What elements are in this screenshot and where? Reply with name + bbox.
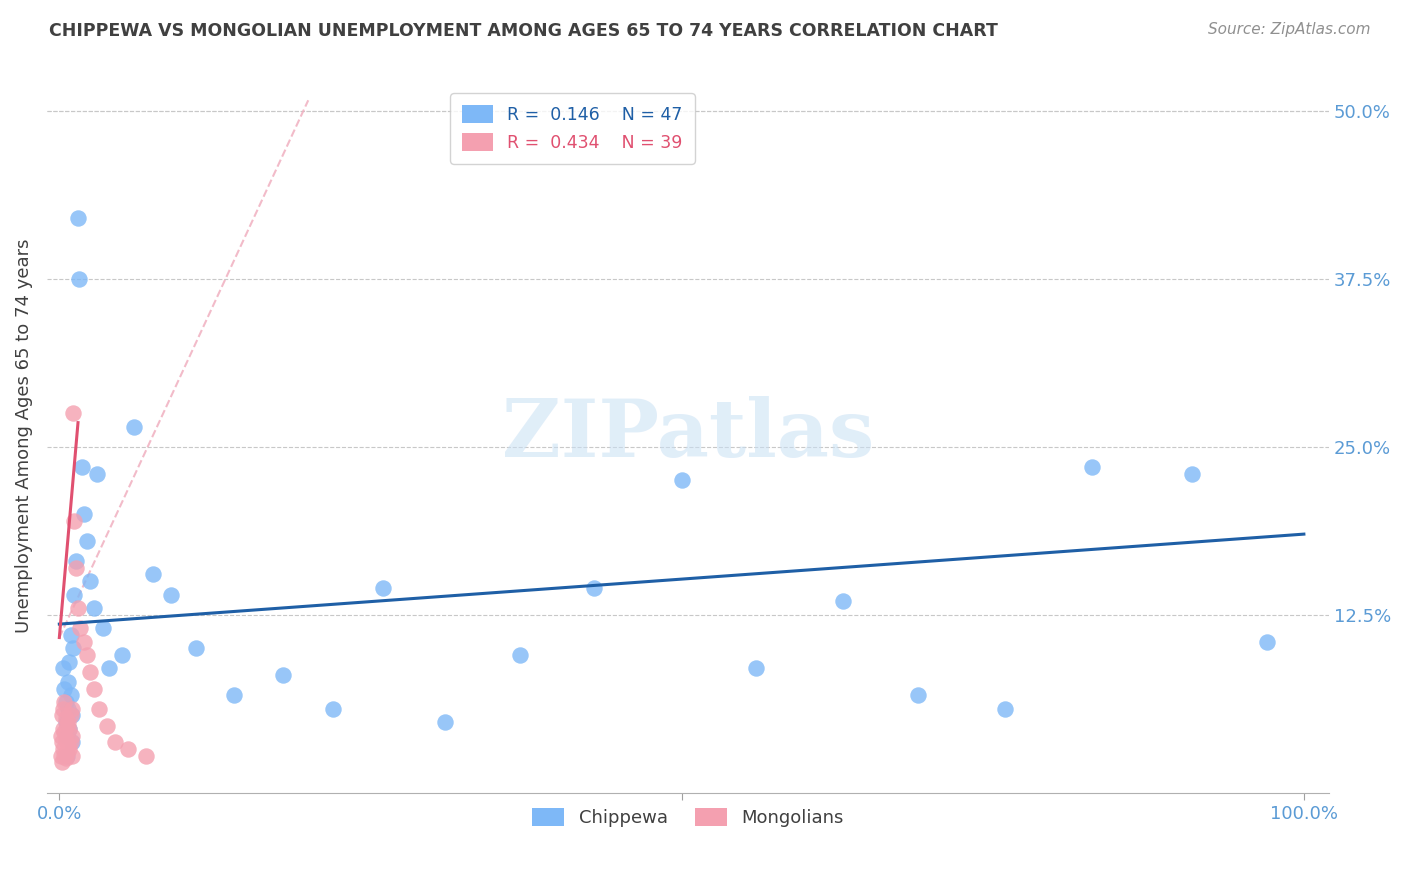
Point — [104, 735, 127, 749]
Point — [65, 560, 87, 574]
Point — [434, 715, 457, 730]
Point — [55, 715, 77, 730]
Point — [52, 661, 75, 675]
Point — [160, 588, 183, 602]
Point — [832, 594, 855, 608]
Point — [55, 695, 77, 709]
Point — [49, 748, 72, 763]
Point — [66, 211, 89, 226]
Point — [79, 574, 101, 588]
Point — [142, 567, 165, 582]
Text: Source: ZipAtlas.com: Source: ZipAtlas.com — [1208, 22, 1371, 37]
Point — [1081, 459, 1104, 474]
Point — [122, 419, 145, 434]
Point — [49, 729, 72, 743]
Point — [76, 533, 98, 548]
Point — [91, 621, 114, 635]
Point — [66, 601, 89, 615]
Point — [583, 581, 606, 595]
Point — [83, 681, 105, 696]
Point — [55, 751, 77, 765]
Point — [994, 702, 1017, 716]
Point — [52, 742, 75, 756]
Point — [59, 708, 82, 723]
Point — [745, 661, 768, 675]
Point — [56, 748, 79, 763]
Point — [58, 722, 80, 736]
Point — [52, 722, 75, 736]
Point — [62, 406, 84, 420]
Point — [53, 724, 76, 739]
Point — [59, 735, 82, 749]
Point — [69, 621, 91, 635]
Point — [186, 641, 208, 656]
Point — [59, 628, 82, 642]
Point — [56, 674, 79, 689]
Point — [51, 708, 73, 723]
Point — [117, 742, 139, 756]
Point — [86, 467, 108, 481]
Point — [56, 729, 79, 743]
Point — [52, 702, 75, 716]
Point — [53, 748, 76, 763]
Point — [58, 722, 80, 736]
Point — [83, 601, 105, 615]
Point — [110, 648, 132, 662]
Point — [55, 732, 77, 747]
Point — [62, 641, 84, 656]
Point — [509, 648, 531, 662]
Point — [98, 661, 121, 675]
Point — [58, 655, 80, 669]
Point — [56, 746, 79, 760]
Point — [51, 735, 73, 749]
Point — [60, 729, 83, 743]
Point — [53, 695, 76, 709]
Point — [55, 711, 77, 725]
Point — [96, 719, 118, 733]
Point — [907, 688, 929, 702]
Point — [60, 702, 83, 716]
Point — [53, 681, 76, 696]
Point — [63, 514, 86, 528]
Point — [56, 715, 79, 730]
Point — [70, 459, 93, 474]
Point — [89, 702, 111, 716]
Point — [51, 756, 73, 770]
Point — [63, 588, 86, 602]
Point — [60, 735, 83, 749]
Point — [67, 272, 90, 286]
Point — [273, 668, 295, 682]
Legend: Chippewa, Mongolians: Chippewa, Mongolians — [524, 801, 851, 834]
Point — [671, 474, 693, 488]
Point — [1181, 467, 1204, 481]
Point — [73, 634, 96, 648]
Point — [1256, 634, 1278, 648]
Point — [59, 688, 82, 702]
Point — [60, 708, 83, 723]
Point — [65, 554, 87, 568]
Point — [73, 507, 96, 521]
Point — [371, 581, 394, 595]
Point — [135, 748, 157, 763]
Point — [76, 648, 98, 662]
Point — [60, 748, 83, 763]
Point — [56, 719, 79, 733]
Point — [79, 665, 101, 680]
Y-axis label: Unemployment Among Ages 65 to 74 years: Unemployment Among Ages 65 to 74 years — [15, 238, 32, 632]
Point — [56, 738, 79, 752]
Text: ZIPatlas: ZIPatlas — [502, 396, 875, 475]
Point — [322, 702, 344, 716]
Point — [58, 742, 80, 756]
Point — [222, 688, 245, 702]
Point — [56, 702, 79, 716]
Text: CHIPPEWA VS MONGOLIAN UNEMPLOYMENT AMONG AGES 65 TO 74 YEARS CORRELATION CHART: CHIPPEWA VS MONGOLIAN UNEMPLOYMENT AMONG… — [49, 22, 998, 40]
